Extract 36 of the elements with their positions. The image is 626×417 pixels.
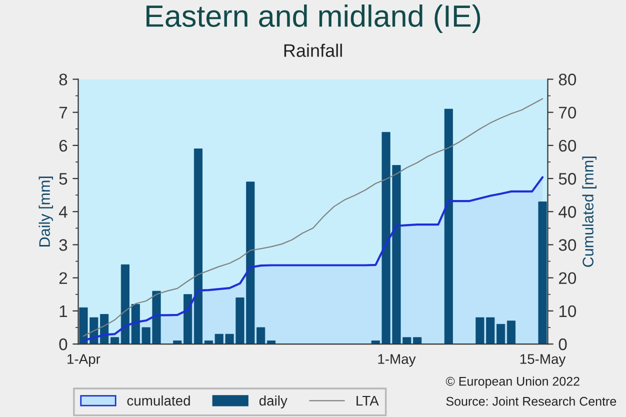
y-tick-label: 4 — [58, 206, 68, 218]
bar — [444, 108, 453, 344]
chart-title: Eastern and midland (IE) — [146, 4, 480, 33]
y2-tick-label: 20 — [559, 272, 576, 284]
legend-label: daily — [259, 395, 288, 408]
y2-axis-title: Cumulated [mm] — [582, 156, 596, 267]
text: © European Union 2022 — [446, 376, 580, 388]
y-tick-label: 1 — [60, 306, 68, 317]
y-tick-label: 3 — [59, 239, 68, 251]
x-tick-label: 1-Apr — [68, 354, 100, 367]
y-tick-label: 0 — [59, 338, 68, 350]
bar — [506, 320, 516, 344]
y-tick-label: 8 — [59, 74, 68, 86]
y2-tick-label: 10 — [559, 305, 576, 318]
bar — [110, 337, 120, 344]
y2-tick-label: 50 — [558, 172, 576, 185]
x-tick-label: 1-May — [378, 354, 416, 367]
y2-tick-label: 60 — [559, 140, 576, 152]
y2-tick-label: 0 — [558, 338, 567, 350]
source-note: Source: Joint Research Centre — [446, 396, 616, 406]
chart-subtitle: Rainfall — [284, 44, 342, 57]
y-tick-label: 2 — [59, 272, 67, 284]
y-tick-label: 7 — [59, 106, 67, 118]
x-tick-label: 15-May — [520, 354, 566, 367]
line-series — [82, 98, 544, 337]
y-tick-label: 5 — [59, 173, 68, 185]
y2-tick-label: 40 — [558, 206, 576, 218]
y-tick-label: 6 — [59, 140, 68, 152]
y2-tick-label: 70 — [559, 106, 576, 119]
y2-tick-label: 80 — [558, 74, 576, 86]
y2-tick-label: 30 — [558, 239, 576, 251]
legend-label: LTA — [356, 396, 379, 406]
y-axis-title: Daily [mm] — [38, 176, 54, 246]
legend-label: cumulated — [127, 395, 190, 406]
bar — [194, 148, 203, 344]
bar — [538, 201, 547, 344]
